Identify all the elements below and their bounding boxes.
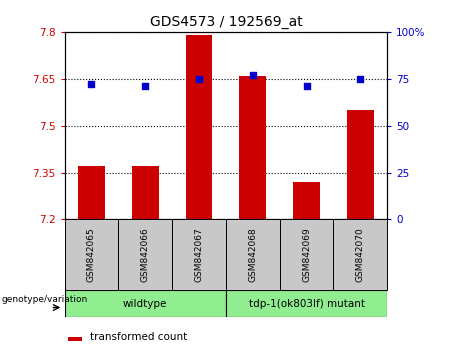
Point <box>249 72 256 78</box>
Point <box>357 76 364 81</box>
Text: wildtype: wildtype <box>123 298 167 309</box>
Point <box>142 84 149 89</box>
Bar <box>347 110 374 219</box>
Text: transformed count: transformed count <box>90 332 188 342</box>
Bar <box>226 290 387 317</box>
Bar <box>172 219 226 290</box>
Text: GSM842068: GSM842068 <box>248 228 257 282</box>
Text: genotype/variation: genotype/variation <box>1 295 88 304</box>
Text: tdp-1(ok803lf) mutant: tdp-1(ok803lf) mutant <box>248 298 365 309</box>
Bar <box>280 219 333 290</box>
Bar <box>239 76 266 219</box>
Bar <box>333 219 387 290</box>
Bar <box>65 219 118 290</box>
Text: GSM842065: GSM842065 <box>87 228 96 282</box>
Bar <box>132 166 159 219</box>
Bar <box>226 219 280 290</box>
Text: GSM842067: GSM842067 <box>195 228 203 282</box>
Bar <box>185 35 213 219</box>
Text: GSM842069: GSM842069 <box>302 228 311 282</box>
Bar <box>78 166 105 219</box>
Point <box>303 84 310 89</box>
Point <box>88 81 95 87</box>
Bar <box>65 290 226 317</box>
Bar <box>293 182 320 219</box>
Point <box>195 76 203 81</box>
Bar <box>68 337 83 341</box>
Title: GDS4573 / 192569_at: GDS4573 / 192569_at <box>149 16 302 29</box>
Bar <box>118 219 172 290</box>
Text: GSM842066: GSM842066 <box>141 228 150 282</box>
Text: GSM842070: GSM842070 <box>356 228 365 282</box>
